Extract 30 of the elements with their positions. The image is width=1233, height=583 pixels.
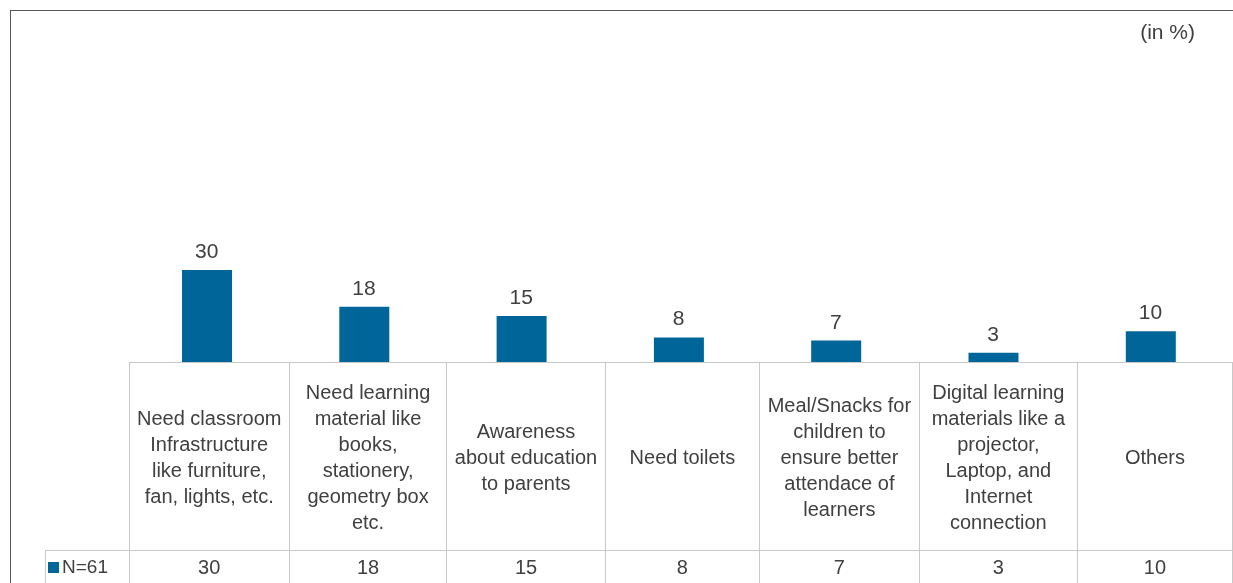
data-label: 3 [919,550,1078,583]
x-tick-label: Need learning material like books, stationery, geometry box etc. [289,362,447,551]
legend-label: N=61 [61,556,108,577]
data-label: 7 [759,550,920,583]
x-tick-label: Need classroom Infrastructure like furniture, fan, lights, etc. [129,362,290,551]
annotation: 18 [352,275,376,299]
annotation: 3 [987,321,999,345]
annotation: 30 [194,239,219,262]
bar [496,316,547,362]
annotation: 7 [830,309,842,333]
x-tick-label: Need toilets [605,362,760,551]
data-label: 8 [605,550,760,583]
annotation: 8 [672,306,685,330]
x-tick-label: Others [1077,362,1233,551]
bar [339,306,390,362]
x-tick-label: Meal/Snacks for children to ensure better attendace of learners [759,362,920,551]
bar [811,340,862,362]
bar [182,270,232,362]
annotation: 15 [509,285,533,308]
data-label: 10 [1077,550,1233,583]
bar [968,352,1019,362]
annotation: 10 [1138,300,1163,324]
bar [653,337,704,362]
data-label: 30 [129,550,290,583]
x-tick-label: Awareness about education to parents [446,362,606,551]
x-tick-label: Digital learning materials like a projector, Laptop, and Internet connection [919,362,1078,551]
data-label: 18 [289,550,447,583]
data-label: 15 [446,550,606,583]
bar [1125,331,1176,362]
text: (in %) [1140,20,1195,44]
